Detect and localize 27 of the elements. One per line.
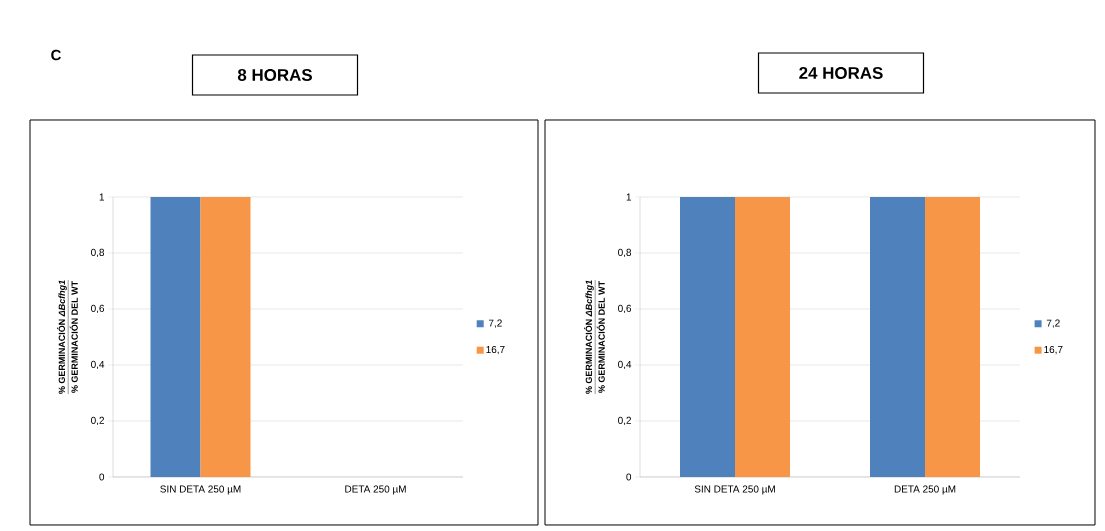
- y-axis-title: % GERMINACIÓN ΔBcfhg1: [583, 280, 594, 394]
- y-tick-label: 0: [626, 473, 632, 481]
- x-tick-label: DETA 250 µM: [345, 485, 406, 495]
- y-tick-label: 0,8: [618, 248, 632, 258]
- x-tick-label: DETA 250 µM: [894, 485, 956, 495]
- y-tick-label: 0,4: [618, 360, 632, 370]
- legend-label: 7,2: [1046, 319, 1060, 328]
- x-tick-label: SIN DETA 250 µM: [694, 485, 775, 495]
- text: C: [51, 49, 61, 61]
- x-tick-label: SIN DETA 250 µM: [160, 485, 241, 495]
- text: % GERMINACIÓN DEL WT: [596, 281, 605, 393]
- y-tick-label: 0: [99, 473, 105, 481]
- chart-title: 24 HORAS: [799, 66, 883, 79]
- text: % GERMINACIÓN DEL WT: [69, 281, 78, 393]
- legend-label: 7,2: [488, 319, 502, 328]
- y-tick-label: 0,6: [618, 304, 632, 314]
- y-tick-label: 0,8: [91, 248, 105, 258]
- y-tick-label: 0,6: [91, 304, 105, 314]
- y-tick-label: 1: [99, 193, 105, 201]
- chart-title: 8 HORAS: [237, 68, 312, 81]
- legend-label: 16,7: [1044, 345, 1063, 355]
- y-axis-title: % GERMINACIÓN ΔBcfhg1: [56, 280, 67, 394]
- y-tick-label: 0,4: [91, 360, 105, 370]
- y-tick-label: 0,2: [618, 416, 631, 426]
- legend-label: 16,7: [486, 345, 505, 355]
- y-tick-label: 0,2: [91, 416, 104, 426]
- y-tick-label: 1: [626, 193, 632, 201]
